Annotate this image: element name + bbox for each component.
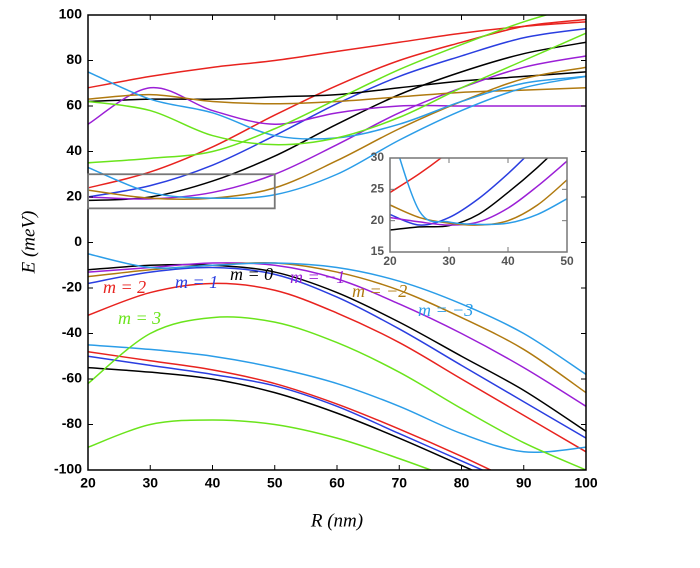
y-tick-label: 25 — [371, 182, 385, 196]
y-tick-label: 30 — [371, 150, 385, 164]
line — [88, 253, 586, 376]
x-axis-label: R (nm) — [310, 510, 363, 531]
series-label: m = 0 — [230, 264, 273, 284]
line — [88, 87, 586, 105]
plot-lines — [88, 15, 586, 470]
plot-frame — [389, 157, 568, 253]
line — [88, 350, 493, 470]
x-tick-label: 30 — [442, 254, 456, 268]
series-label: m = −1 — [290, 267, 345, 287]
line — [88, 18, 586, 189]
line — [88, 419, 433, 470]
y-tick-label: -20 — [62, 279, 82, 295]
line — [88, 41, 586, 202]
line — [390, 158, 526, 226]
line — [88, 282, 586, 453]
x-tick-label: 40 — [205, 475, 221, 491]
y-tick-label: -60 — [62, 370, 82, 386]
line — [390, 158, 443, 194]
line — [88, 263, 586, 432]
x-tick-label: 50 — [267, 475, 283, 491]
x-tick-label: 80 — [454, 475, 470, 491]
series-label: m = 3 — [118, 308, 161, 328]
y-tick-label: 20 — [66, 188, 82, 204]
line — [88, 32, 586, 146]
x-tick-label: 70 — [391, 475, 407, 491]
line — [88, 355, 485, 470]
line — [390, 158, 549, 231]
line — [88, 75, 586, 200]
line — [88, 66, 586, 201]
zoom-box — [87, 173, 276, 210]
y-tick-label: -100 — [54, 461, 82, 477]
x-tick-label: 40 — [501, 254, 515, 268]
x-tick-label: 50 — [560, 254, 574, 268]
line — [88, 366, 474, 470]
line — [88, 266, 586, 439]
y-tick-label: 80 — [66, 51, 82, 67]
line — [88, 87, 586, 125]
y-axis-label: E (meV) — [18, 211, 39, 275]
x-tick-label: 30 — [142, 475, 158, 491]
y-tick-label: 60 — [66, 97, 82, 113]
line — [390, 160, 567, 226]
x-tick-label: 60 — [329, 475, 345, 491]
line — [88, 262, 586, 407]
y-tick-label: 20 — [371, 213, 385, 227]
series-label: m = −3 — [418, 300, 473, 320]
line — [88, 316, 586, 470]
series-label: m = −2 — [352, 281, 407, 301]
line — [88, 71, 586, 103]
line — [88, 55, 586, 200]
line — [88, 27, 586, 198]
series-label: m = 2 — [103, 277, 146, 297]
x-tick-label: 90 — [516, 475, 532, 491]
y-tick-label: 100 — [59, 6, 83, 22]
x-tick-label: 20 — [383, 254, 397, 268]
x-tick-label: 100 — [574, 475, 598, 491]
y-tick-label: 40 — [66, 142, 82, 158]
x-tick-label: 20 — [80, 475, 96, 491]
y-tick-label: 15 — [371, 244, 385, 258]
y-tick-label: -40 — [62, 324, 82, 340]
series-label: m = 1 — [175, 272, 218, 292]
y-tick-label: 0 — [74, 233, 82, 249]
line — [398, 158, 567, 226]
plot-lines — [390, 158, 567, 231]
y-tick-label: -80 — [62, 415, 82, 431]
line — [88, 15, 549, 164]
line — [88, 344, 586, 454]
